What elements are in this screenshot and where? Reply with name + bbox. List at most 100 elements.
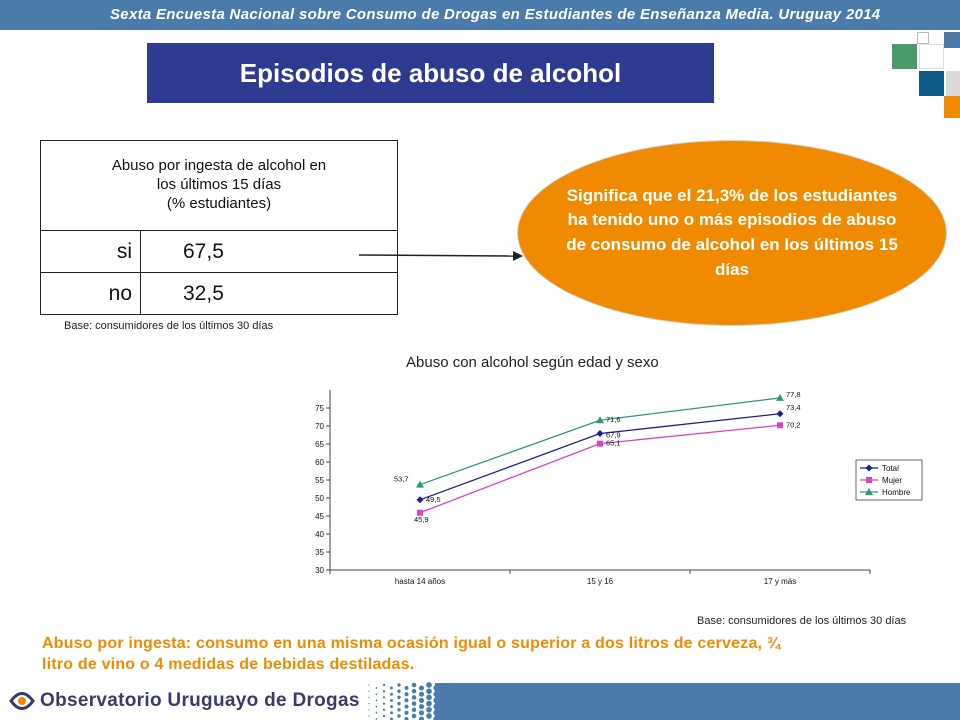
decor-dot xyxy=(426,682,432,688)
observatorio-logo-icon xyxy=(9,692,35,710)
decor-dot xyxy=(404,704,409,709)
decor-dot xyxy=(411,701,417,706)
data-label-hombre: 53,7 xyxy=(394,475,409,484)
decor-dot xyxy=(375,699,378,702)
footer-dots-decoration xyxy=(368,682,440,720)
table-header-line-1: Abuso por ingesta de alcohol en xyxy=(111,157,327,175)
decor-dot xyxy=(368,709,370,711)
top-banner: Sexta Encuesta Nacional sobre Consumo de… xyxy=(0,0,960,30)
line-chart: 30 35 40 45 50 55 60 65 70 75 hasta 14 años 15 y 16… xyxy=(315,390,923,586)
decor-dot xyxy=(390,711,393,715)
y-tick-label: 75 xyxy=(315,404,324,413)
decor-dot xyxy=(382,714,386,718)
data-point-hombre xyxy=(776,393,784,401)
decor-dot xyxy=(390,717,393,720)
decor-dot xyxy=(418,685,425,691)
table-header-line-2: los últimos 15 días xyxy=(156,176,282,194)
x-tick-label: 15 y 16 xyxy=(587,577,614,586)
y-tick-label: 35 xyxy=(315,548,324,557)
decor-dot xyxy=(411,695,417,700)
y-tick-label: 65 xyxy=(315,440,324,449)
legend-marker-hombre xyxy=(865,488,873,495)
decor-dot xyxy=(426,713,432,719)
decor-dot xyxy=(418,697,425,703)
decor-dot xyxy=(404,717,409,720)
series-line-total xyxy=(419,413,781,501)
decor-dot xyxy=(382,683,386,687)
decor-dot xyxy=(418,716,425,720)
data-point-mujer xyxy=(417,509,423,516)
decor-dot xyxy=(368,703,370,705)
logo-squares xyxy=(892,32,960,122)
decor-dot xyxy=(397,714,401,718)
decor-dot xyxy=(418,691,425,697)
decor-dot xyxy=(375,718,378,720)
table-header-line-3: (% estudiantes) xyxy=(166,194,272,212)
data-label-mujer: 45,9 xyxy=(414,515,429,524)
decor-dot xyxy=(375,693,378,696)
data-point-total xyxy=(776,410,784,418)
data-point-hombre xyxy=(596,416,604,424)
decor-dot xyxy=(397,683,401,687)
decor-dot xyxy=(426,688,432,695)
decor-dot xyxy=(433,709,440,716)
data-point-total xyxy=(596,430,604,438)
data-label-hombre: 71,6 xyxy=(606,415,621,424)
row-value-si: 67,5 xyxy=(140,230,398,273)
decor-dot xyxy=(368,684,370,686)
decor-dot xyxy=(433,691,440,698)
decor-dot xyxy=(411,688,417,694)
decor-dot xyxy=(375,705,378,708)
decor-dot xyxy=(397,695,401,700)
page-title: Episodios de abuso de alcohol xyxy=(147,43,714,103)
table-row: si 67,5 xyxy=(40,230,398,273)
decor-dot xyxy=(375,711,378,714)
series-line-mujer xyxy=(419,424,781,514)
footnote: Abuso por ingesta: consumo en una misma … xyxy=(42,635,781,674)
decor-dot xyxy=(368,715,370,717)
chart-heading: Abuso con alcohol según edad y sexo xyxy=(406,354,659,371)
arrow-connector xyxy=(358,251,523,261)
legend-label-mujer: Mujer xyxy=(882,476,902,485)
y-tick-label: 60 xyxy=(315,458,324,467)
banner-text: Sexta Encuesta Nacional sobre Consumo de… xyxy=(110,6,881,23)
decor-dot xyxy=(397,708,401,712)
decor-dot xyxy=(382,696,386,699)
data-label-total: 67,9 xyxy=(606,431,621,440)
decor-dot xyxy=(418,704,425,710)
decor-dot xyxy=(382,690,386,693)
decor-dot xyxy=(397,689,401,693)
decor-dot xyxy=(404,698,409,703)
legend-marker-mujer xyxy=(866,477,872,483)
y-tick-label: 40 xyxy=(315,530,324,539)
decor-dot xyxy=(375,687,378,689)
callout-ellipse: Significa que el 21,3% de los estudiante… xyxy=(517,140,947,326)
decor-dot xyxy=(411,707,417,713)
data-label-mujer: 65,1 xyxy=(606,439,621,448)
y-tick-label: 70 xyxy=(315,422,324,431)
legend-marker-total xyxy=(865,464,873,472)
decor-dot xyxy=(368,690,370,692)
base-note-bottom: Base: consumidores de los últimos 30 día… xyxy=(697,615,907,627)
decor-dot xyxy=(390,705,393,709)
y-tick-label: 55 xyxy=(315,476,324,485)
decor-dot xyxy=(382,708,386,711)
decor-dot xyxy=(382,702,386,705)
data-point-hombre xyxy=(416,480,424,488)
abuse-table: Abuso por ingesta de alcohol en los últi… xyxy=(40,140,398,315)
footer-stripe xyxy=(435,683,960,720)
decor-dot xyxy=(404,692,409,697)
legend-label-total: Total xyxy=(882,464,899,473)
decor-dot xyxy=(397,701,401,706)
decor-dot xyxy=(368,696,370,698)
callout-text: Significa que el 21,3% de los estudiante… xyxy=(566,185,898,279)
y-tick-label: 50 xyxy=(315,494,324,503)
decor-dot xyxy=(390,692,393,696)
legend-label-hombre: Hombre xyxy=(882,488,911,497)
decor-dot xyxy=(390,686,393,690)
data-point-mujer xyxy=(777,422,783,429)
x-tick-label: 17 y más xyxy=(764,577,796,586)
table-row: no 32,5 xyxy=(40,272,398,315)
decor-dot xyxy=(426,706,432,713)
decor-dot xyxy=(404,710,409,715)
